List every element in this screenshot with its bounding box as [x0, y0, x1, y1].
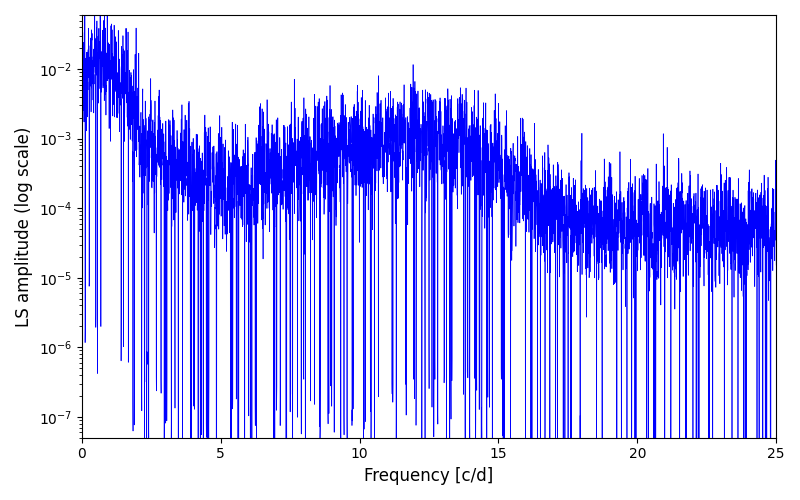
Y-axis label: LS amplitude (log scale): LS amplitude (log scale) — [15, 126, 33, 326]
X-axis label: Frequency [c/d]: Frequency [c/d] — [364, 467, 494, 485]
